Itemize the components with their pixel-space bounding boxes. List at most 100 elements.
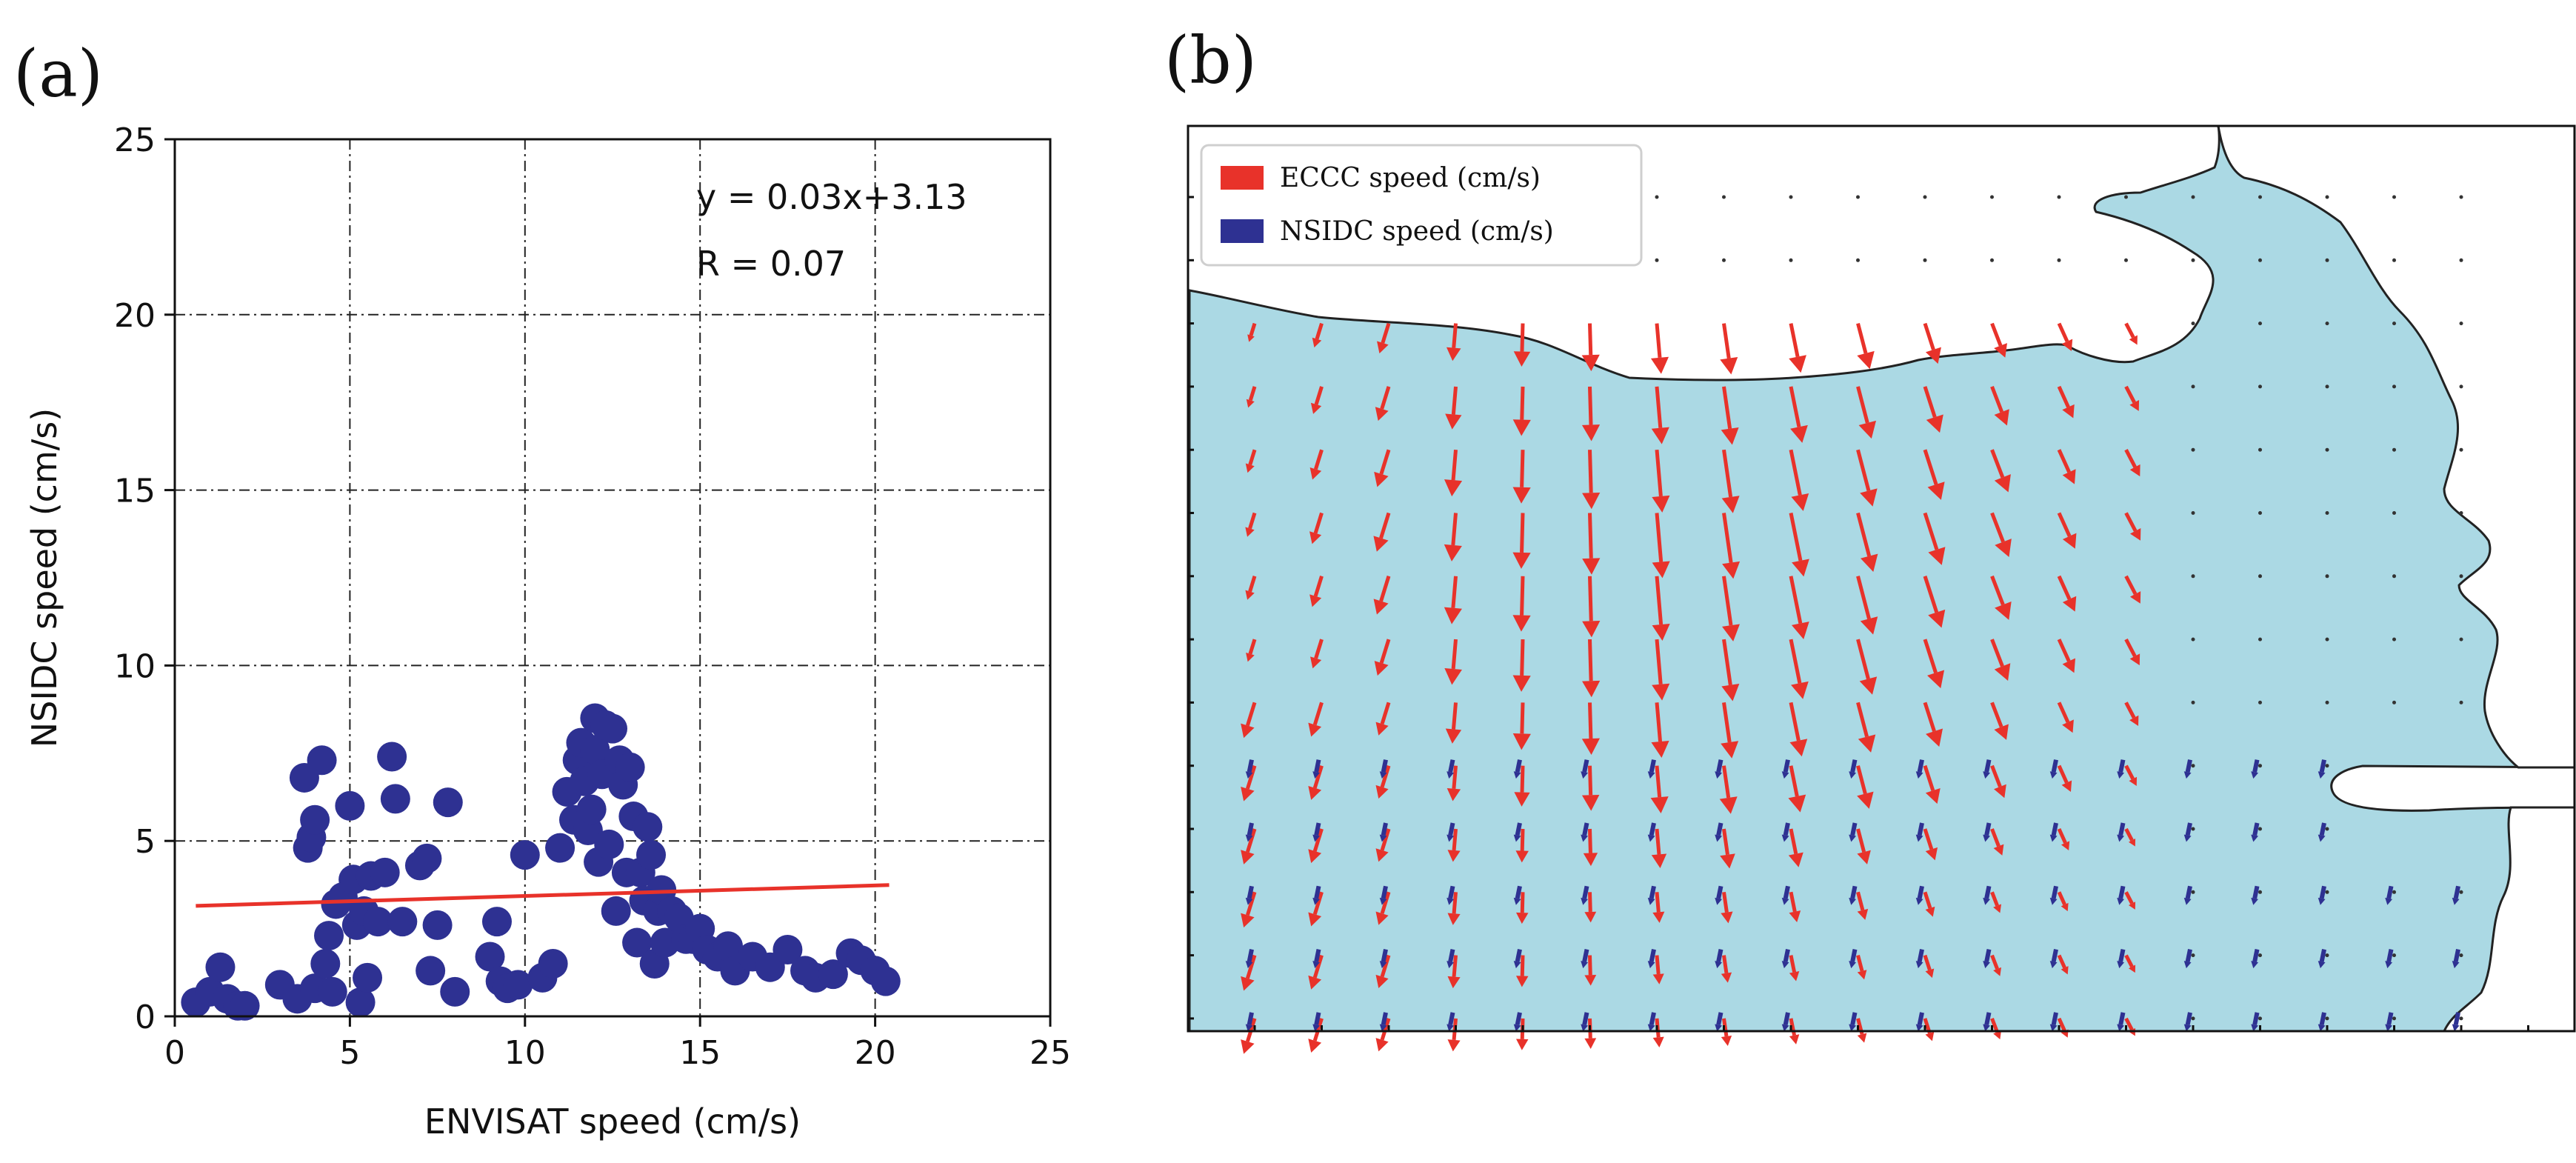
nsidc-arrow-head <box>1379 834 1387 842</box>
scatter-point <box>317 976 347 1007</box>
grid-dot <box>2325 637 2329 642</box>
eccc-arrow <box>1856 639 1870 680</box>
nsidc-arrow-head <box>1379 1024 1387 1032</box>
nsidc-arrow <box>2453 1012 2460 1026</box>
nsidc-arrow-head <box>2049 834 2058 842</box>
nsidc-arrow-head <box>2117 897 2125 905</box>
grid-dot <box>2392 953 2396 958</box>
nsidc-arrow-head <box>1581 1024 1589 1032</box>
eccc-arrow-head <box>1308 849 1322 864</box>
nsidc-arrow-head <box>1245 1024 1253 1032</box>
nsidc-arrow <box>1984 949 1992 962</box>
nsidc-arrow <box>2386 885 2394 899</box>
eccc-arrow-head <box>1512 487 1531 504</box>
grid-dot <box>2459 953 2463 958</box>
grid-dot <box>2258 511 2262 515</box>
eccc-arrow-head <box>2061 902 2069 912</box>
nsidc-arrow-head <box>1647 897 1655 905</box>
eccc-arrow <box>1451 513 1458 546</box>
eccc-arrow <box>1520 450 1525 487</box>
eccc-arrow <box>1990 322 2003 347</box>
eccc-arrow <box>1248 512 1257 530</box>
eccc-arrow <box>1452 765 1458 789</box>
nsidc-arrow-head <box>1715 897 1723 905</box>
nsidc-arrow <box>2319 822 2326 836</box>
nsidc-arrow <box>2185 759 2192 773</box>
eccc-arrow <box>2124 575 2138 596</box>
y-tick-label: 15 <box>114 473 156 510</box>
y-tick-label: 25 <box>114 121 156 159</box>
eccc-arrow <box>1379 449 1391 475</box>
eccc-arrow-head <box>1993 904 2001 913</box>
eccc-arrow <box>1923 386 1937 418</box>
eccc-arrow <box>1655 892 1661 913</box>
grid-dot <box>2325 258 2329 262</box>
x-tick-label: 0 <box>164 1034 185 1072</box>
eccc-arrow-head <box>1581 738 1601 756</box>
grid-dot <box>2124 195 2128 199</box>
eccc-arrow <box>1248 449 1257 466</box>
eccc-arrow <box>1655 513 1664 562</box>
grid-dot <box>1990 195 1994 199</box>
grid-dot <box>2459 195 2463 199</box>
eccc-arrow <box>2057 512 2072 537</box>
legend: ECCC speed (cm/s) NSIDC speed (cm/s) <box>1200 144 1643 267</box>
grid-dot <box>2459 511 2463 515</box>
eccc-arrow <box>1655 955 1661 975</box>
nsidc-arrow-head <box>1581 897 1589 905</box>
eccc-arrow-head <box>1310 402 1322 414</box>
eccc-arrow <box>1722 891 1729 913</box>
eccc-arrow-head <box>1512 733 1531 750</box>
eccc-arrow-head <box>1925 847 1938 861</box>
eccc-arrow-head <box>1719 796 1738 814</box>
eccc-arrow <box>1655 639 1663 684</box>
scatter-point <box>416 956 446 986</box>
eccc-arrow-head <box>1374 661 1389 676</box>
eccc-arrow-head <box>1927 481 1945 500</box>
grid-dot <box>2191 195 2195 199</box>
eccc-arrow <box>1856 386 1869 424</box>
grid-dot <box>2258 574 2262 579</box>
eccc-arrow-head <box>1925 787 1941 804</box>
nsidc-arrow <box>1515 759 1522 773</box>
eccc-arrow-head <box>1308 912 1322 927</box>
scatter-frame <box>173 138 1052 1018</box>
nsidc-arrow <box>1850 822 1858 836</box>
eccc-arrow-head <box>1721 911 1733 924</box>
eccc-arrow-head <box>1375 911 1389 925</box>
nsidc-arrow <box>1850 949 1858 962</box>
grid-dot <box>2392 511 2396 515</box>
eccc-arrow <box>1380 1018 1391 1041</box>
nsidc-arrow-head <box>2183 961 2192 969</box>
eccc-arrow-head <box>1926 414 1943 433</box>
y-tick-label: 10 <box>114 647 156 685</box>
nsidc-arrow <box>1984 1012 1992 1026</box>
eccc-arrow-head <box>2128 838 2136 847</box>
eccc-arrow-head <box>1241 913 1255 928</box>
eccc-arrow <box>1313 576 1324 597</box>
nsidc-arrow <box>1582 949 1589 962</box>
eccc-arrow <box>1248 639 1257 655</box>
y-tick-label: 0 <box>135 999 156 1036</box>
legend-box <box>1200 144 1643 267</box>
eccc-arrow <box>1381 322 1391 344</box>
eccc-arrow-head <box>1925 968 1935 979</box>
grid-dot <box>2191 953 2195 958</box>
grid-dot <box>1655 195 1659 199</box>
grid-dot <box>1856 258 1860 262</box>
nsidc-arrow <box>1917 885 1924 899</box>
nsidc-arrow-head <box>2385 961 2393 969</box>
eccc-arrow <box>1722 1018 1729 1037</box>
eccc-arrow <box>1990 828 2001 847</box>
nsidc-arrow-head <box>2452 961 2460 969</box>
eccc-arrow <box>1520 576 1525 616</box>
nsidc-arrow <box>2319 885 2326 899</box>
eccc-arrow-head <box>2129 653 2140 666</box>
nsidc-arrow-head <box>1915 771 1923 779</box>
scatter-points <box>181 703 901 1021</box>
nsidc-arrow <box>1247 1012 1254 1026</box>
eccc-arrow-head <box>1722 561 1741 579</box>
nsidc-arrow <box>2319 949 2326 962</box>
grid-dot <box>2392 321 2396 326</box>
eccc-arrow <box>1245 891 1257 916</box>
